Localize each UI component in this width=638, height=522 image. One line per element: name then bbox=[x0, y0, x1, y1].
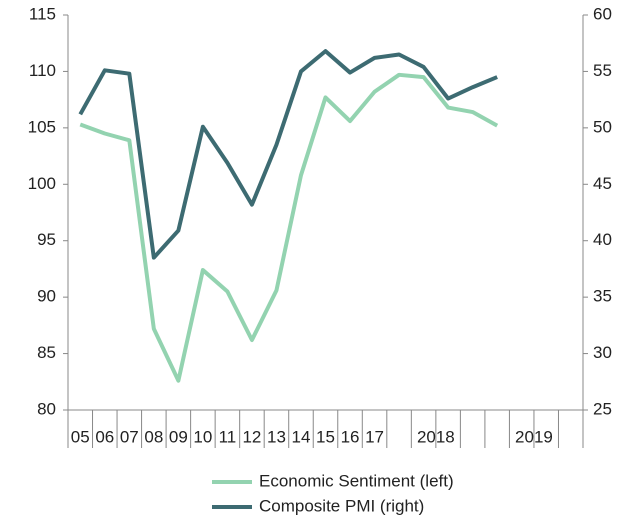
legend-label: Composite PMI (right) bbox=[259, 496, 424, 515]
x-tick-label: 15 bbox=[316, 427, 335, 446]
legend-label: Economic Sentiment (left) bbox=[259, 471, 454, 490]
x-tick-label: 13 bbox=[267, 427, 286, 446]
series-line bbox=[78, 49, 498, 260]
y2-tick-label: 45 bbox=[593, 174, 612, 193]
y-tick-label: 85 bbox=[37, 343, 56, 362]
x-tick-label: 12 bbox=[242, 427, 261, 446]
y2-tick-label: 30 bbox=[593, 343, 612, 362]
x-tick-label: 07 bbox=[120, 427, 139, 446]
y-tick-label: 95 bbox=[37, 230, 56, 249]
x-tick-label: 16 bbox=[341, 427, 360, 446]
y-tick-label: 105 bbox=[28, 117, 56, 136]
x-tick-label: 14 bbox=[292, 427, 311, 446]
x-tick-label: 17 bbox=[365, 427, 384, 446]
x-tick-label: 10 bbox=[193, 427, 212, 446]
y2-tick-label: 25 bbox=[593, 399, 612, 418]
x-tick-label: 09 bbox=[169, 427, 188, 446]
x-tick-label: 05 bbox=[71, 427, 90, 446]
x-group-label: 2018 bbox=[417, 427, 455, 446]
y2-tick-label: 35 bbox=[593, 287, 612, 306]
x-tick-label: 06 bbox=[95, 427, 114, 446]
y2-tick-label: 55 bbox=[593, 61, 612, 80]
y2-tick-label: 40 bbox=[593, 230, 612, 249]
series-line bbox=[79, 72, 499, 383]
y-tick-label: 80 bbox=[37, 399, 56, 418]
x-tick-label: 08 bbox=[144, 427, 163, 446]
y2-tick-label: 60 bbox=[593, 4, 612, 23]
y-tick-label: 100 bbox=[28, 174, 56, 193]
y-tick-label: 115 bbox=[29, 4, 56, 23]
y-tick-label: 110 bbox=[29, 61, 56, 80]
x-group-label: 2019 bbox=[515, 427, 553, 446]
y2-tick-label: 50 bbox=[593, 117, 612, 136]
y-tick-label: 90 bbox=[37, 287, 56, 306]
x-tick-label: 11 bbox=[219, 427, 237, 446]
